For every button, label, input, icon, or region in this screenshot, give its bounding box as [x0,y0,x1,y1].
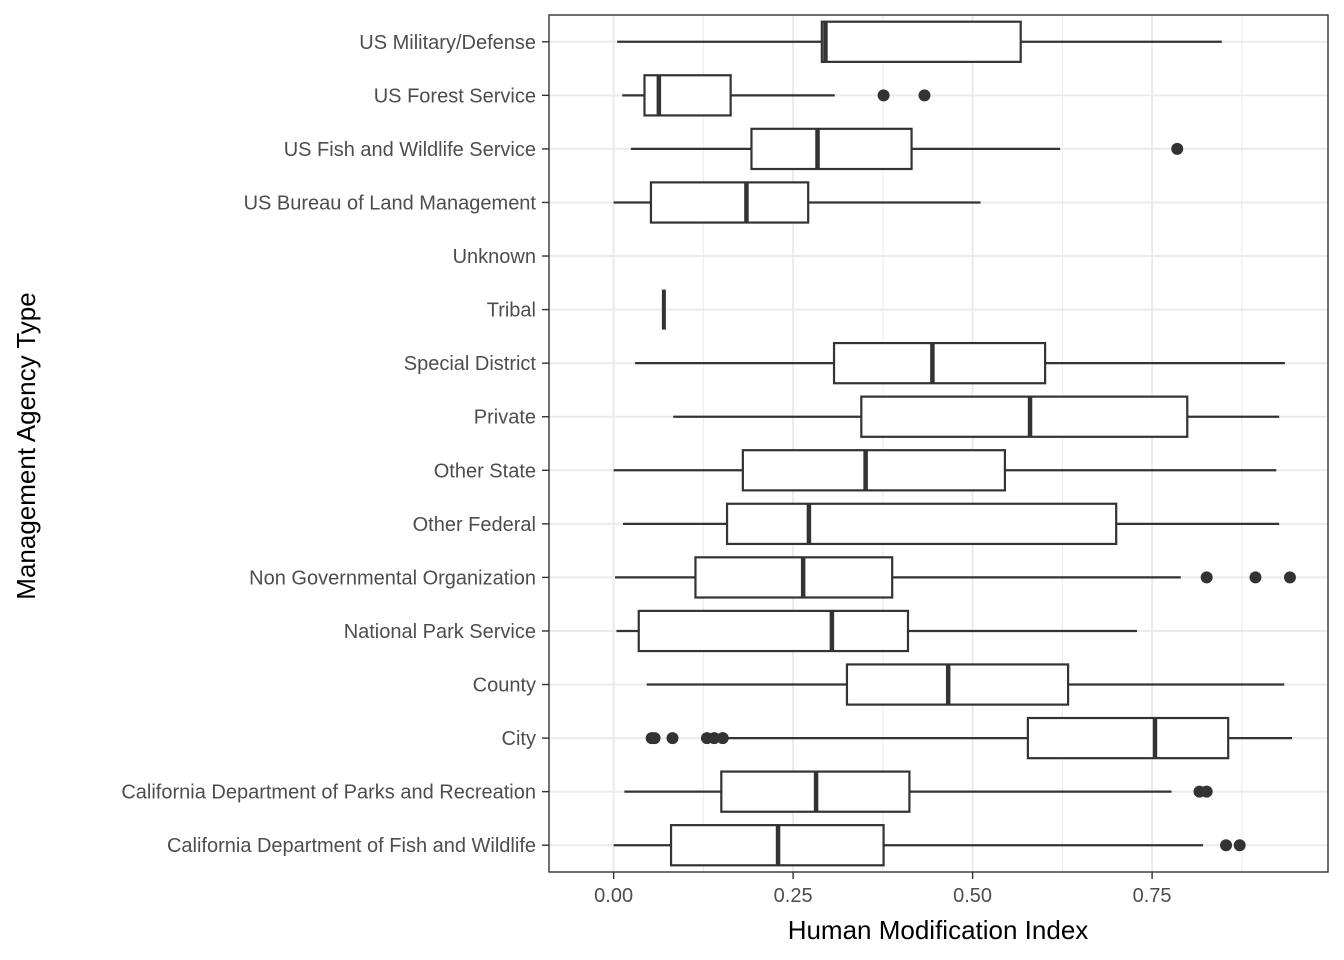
iqr-box [649,181,810,224]
iqr-box [860,395,1189,438]
y-tick-label: Unknown [453,246,536,268]
box-6 [635,341,1285,385]
box-0 [617,20,1222,63]
y-tick-label: Private [474,407,536,429]
x-axis-title: Human Modification Index [788,915,1089,945]
y-tick-label: Tribal [487,300,536,322]
x-tick-label: 0.75 [1133,885,1172,907]
x-axis: 0.00 0.25 0.50 0.75 [594,872,1172,907]
box-11 [616,609,1138,653]
box-3 [613,181,981,224]
box-14 [624,770,1213,813]
boxes [613,20,1296,867]
iqr-box [820,20,1022,63]
iqr-box [845,663,1070,706]
outlier-point [918,89,931,102]
y-tick-label: Non Governmental Organization [249,567,536,589]
iqr-box [1026,716,1230,760]
y-tick-label: California Department of Fish and Wildli… [167,835,536,857]
outlier-point [708,732,721,745]
box-2 [630,127,1184,171]
outlier-point [1283,571,1296,584]
y-tick-label: County [473,675,536,697]
y-axis-title: Management Agency Type [11,292,41,599]
y-tick-label: National Park Service [344,621,536,643]
y-tick-label: Other State [434,460,536,482]
y-tick-label: US Military/Defense [359,32,536,54]
outlier-point [1233,839,1246,852]
iqr-box [694,556,894,599]
iqr-box [750,127,913,171]
box-9 [622,502,1280,546]
outlier-point [716,732,729,745]
y-tick-label: US Fish and Wildlife Service [284,139,536,161]
outlier-point [1200,571,1213,584]
outlier-point [1220,839,1233,852]
y-tick-label: California Department of Parks and Recre… [121,782,536,804]
y-tick-label: City [502,728,536,750]
panel-border [548,14,1329,873]
x-tick-label: 0.50 [953,885,992,907]
box-15 [613,824,1246,867]
y-tick-label: US Bureau of Land Management [244,192,537,214]
box-13 [645,716,1293,760]
iqr-box [832,341,1047,385]
y-tick-label: Other Federal [413,514,536,536]
outlier-point [877,89,890,102]
outlier-point [1171,142,1184,155]
outlier-point [1200,785,1213,798]
box-1 [622,74,931,117]
box-10 [615,556,1296,599]
iqr-box [725,502,1118,546]
y-tick-label: Special District [404,353,537,375]
iqr-box [637,609,910,653]
iqr-box [741,449,1007,492]
box-8 [613,449,1277,492]
outlier-point [648,732,661,745]
x-tick-label: 0.25 [774,885,813,907]
x-tick-label: 0.00 [594,885,633,907]
y-tick-label: US Forest Service [374,85,536,107]
outlier-point [1249,571,1262,584]
box-7 [673,395,1280,438]
box-12 [646,663,1285,706]
outlier-point [666,732,679,745]
y-axis: US Military/Defense US Forest Service US F… [121,32,549,857]
